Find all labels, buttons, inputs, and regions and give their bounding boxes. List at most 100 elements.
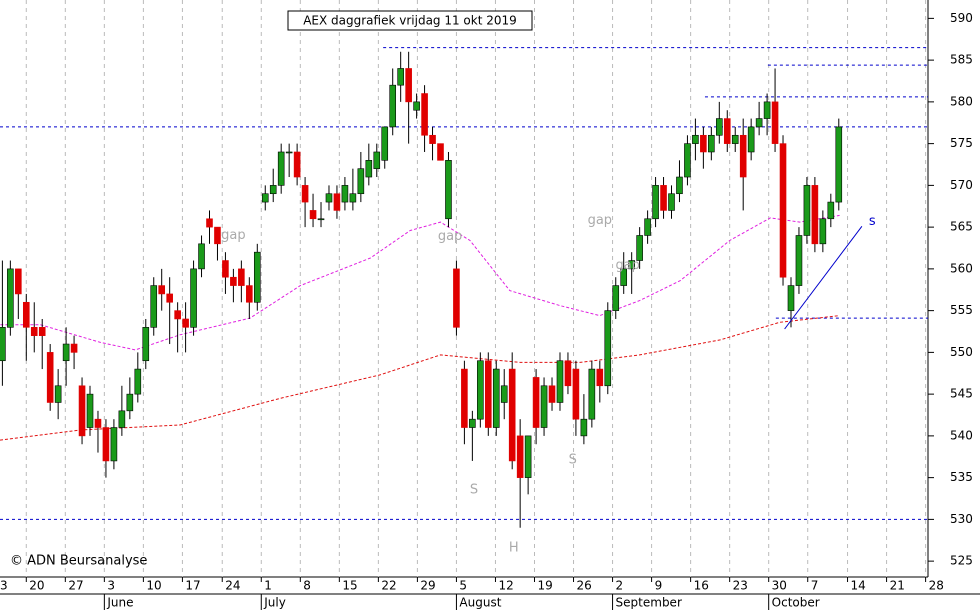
candle-body — [604, 310, 612, 387]
candle-body — [692, 134, 699, 144]
candle-body — [779, 143, 787, 278]
annotation: S — [569, 453, 577, 468]
candle-body — [620, 268, 628, 286]
x-tick-label: 19 — [537, 579, 552, 593]
candle-body — [668, 193, 675, 211]
candle-body — [588, 368, 596, 420]
candle-body — [325, 193, 333, 203]
candle-body — [500, 385, 508, 403]
candle-body — [182, 318, 189, 328]
candle-body — [269, 185, 277, 195]
candle-body — [835, 126, 843, 203]
candle-body — [644, 218, 651, 236]
candle-body — [349, 193, 357, 203]
x-tick-label: 28 — [929, 579, 944, 593]
candle-body — [739, 134, 747, 178]
x-tick-label: 26 — [577, 579, 592, 593]
candle-body — [365, 160, 373, 178]
candle-body — [277, 151, 285, 186]
chart-title: AEX daggrafiek vrijdag 11 okt 2019 — [303, 14, 517, 28]
x-tick-label: 15 — [342, 579, 357, 593]
x-tick-label: 17 — [185, 579, 200, 593]
copyright: © ADN Beursanalyse — [10, 554, 147, 569]
candle-body — [158, 285, 166, 295]
candle-body — [453, 268, 460, 328]
candle-body — [827, 201, 835, 220]
candle-body — [437, 143, 444, 161]
candle-body — [524, 435, 532, 478]
y-tick-label: 580 — [950, 94, 973, 108]
x-tick-label: 23 — [733, 579, 748, 593]
candle-body — [556, 360, 564, 403]
candle-body — [246, 285, 253, 303]
candle-body — [293, 151, 301, 178]
candle-body — [126, 393, 134, 412]
annotation: gap — [438, 229, 462, 244]
plot-area: gap gap gap gap S H Ss — [0, 0, 928, 577]
x-tick-label: 27 — [68, 579, 83, 593]
candle-body — [397, 68, 404, 86]
x-tick-label: 30 — [772, 579, 787, 593]
month-label: October — [772, 596, 820, 610]
candle-body — [795, 235, 803, 286]
candle-body — [198, 243, 205, 270]
candle-body — [46, 352, 54, 403]
x-tick-label: 21 — [890, 579, 905, 593]
candle-body — [134, 368, 142, 395]
candle-body — [723, 118, 731, 144]
candle-body — [715, 118, 723, 136]
annotation: H — [509, 540, 519, 555]
candle-body — [0, 327, 6, 362]
y-tick-label: 565 — [950, 220, 973, 234]
candle-body — [413, 101, 420, 111]
candle-body — [700, 134, 707, 153]
x-tick-label: 14 — [851, 579, 866, 593]
candle-body — [636, 235, 643, 261]
candle-body — [317, 218, 325, 221]
candle-body — [285, 151, 293, 154]
candle-body — [628, 260, 635, 270]
x-tick-label: 22 — [381, 579, 396, 593]
month-label: September — [616, 596, 682, 610]
candle-body — [684, 143, 691, 178]
x-tick-label: 3 — [0, 579, 8, 593]
annotation: gap — [615, 258, 639, 273]
x-tick-label: 5 — [459, 579, 467, 593]
y-tick-label: 560 — [950, 261, 973, 275]
candle-body — [572, 368, 580, 420]
candle-body — [70, 343, 78, 353]
y-tick-label: 540 — [950, 428, 973, 442]
candle-body — [477, 360, 484, 420]
x-tick-label: 20 — [29, 579, 44, 593]
candle-body — [166, 293, 173, 303]
candle-body — [731, 134, 739, 144]
annotation: gap — [588, 213, 612, 228]
candle-body — [30, 327, 38, 336]
candle-body — [94, 418, 102, 428]
candle-body — [596, 368, 604, 387]
candle-body — [811, 185, 819, 245]
x-tick-label: 10 — [146, 579, 161, 593]
candle-body — [755, 118, 763, 128]
candle-body — [190, 268, 197, 328]
candle-body — [174, 310, 181, 320]
y-tick-label: 535 — [950, 470, 973, 484]
candle-body — [532, 377, 540, 428]
candle-body — [78, 385, 86, 437]
candle-body — [389, 84, 397, 128]
y-tick-label: 570 — [950, 178, 973, 192]
y-tick-label: 575 — [950, 136, 973, 150]
candle-body — [421, 93, 428, 136]
candle-body — [309, 210, 317, 220]
y-tick-label: 585 — [950, 53, 973, 67]
candle-body — [230, 276, 237, 286]
y-tick-label: 590 — [950, 11, 973, 25]
candle-body — [142, 327, 150, 362]
trend-line — [784, 225, 863, 330]
candle-body — [7, 268, 14, 328]
candle-body — [206, 218, 213, 228]
x-tick-label: 16 — [694, 579, 709, 593]
y-tick-label: 525 — [950, 554, 973, 568]
candle-body — [492, 368, 500, 428]
